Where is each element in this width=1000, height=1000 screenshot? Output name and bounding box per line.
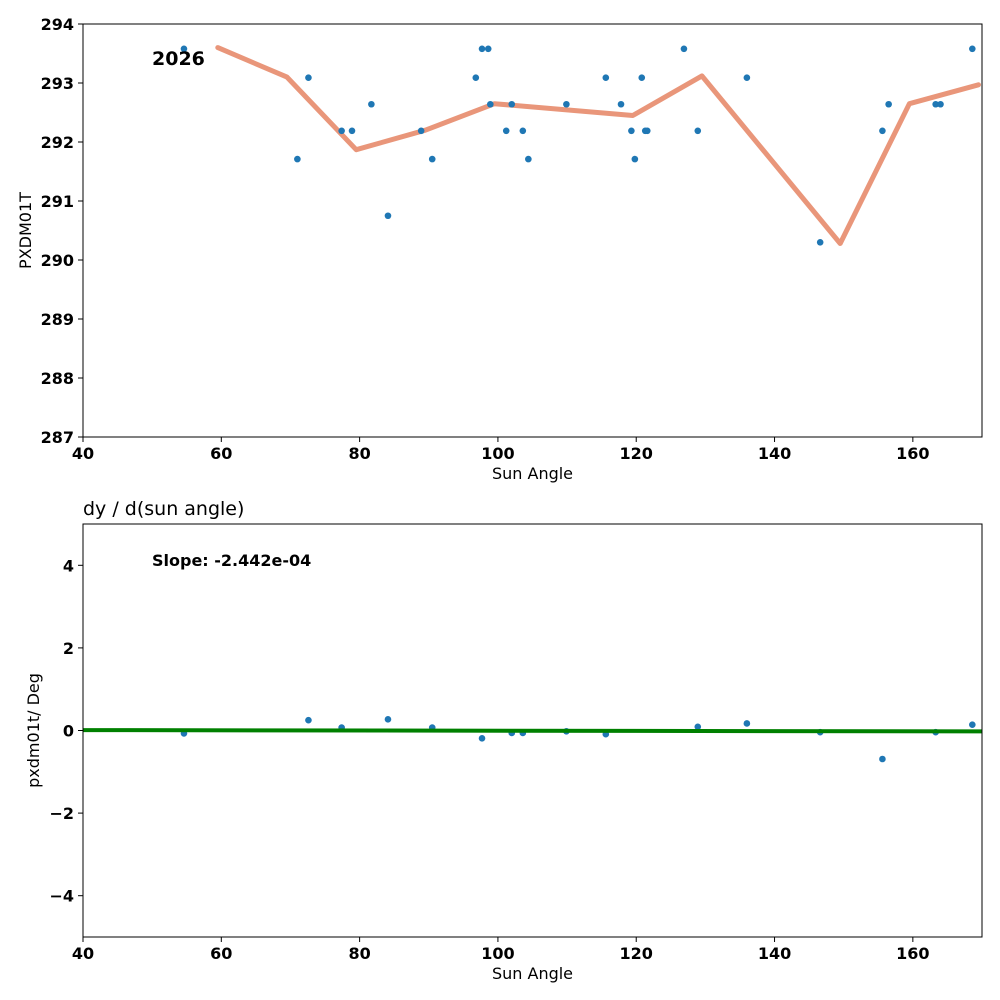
top-chart-plot-area bbox=[82, 23, 983, 438]
x-tick-label: 140 bbox=[758, 444, 791, 463]
data-point bbox=[180, 45, 188, 53]
data-point bbox=[484, 45, 492, 53]
bottom-chart-x-ticks: 40 60 80 100 120 140 160 bbox=[72, 937, 930, 963]
bottom-chart-title: dy / d(sun angle) bbox=[83, 498, 244, 520]
data-point bbox=[694, 723, 702, 731]
y-tick-label: 288 bbox=[41, 369, 74, 388]
x-tick-label: 40 bbox=[72, 444, 94, 463]
data-point bbox=[879, 127, 886, 135]
data-point bbox=[519, 127, 527, 135]
top-chart-x-ticks: 40 60 80 100 120 140 160 bbox=[72, 437, 930, 463]
data-point bbox=[487, 100, 494, 108]
data-point bbox=[743, 74, 751, 81]
y-tick-label: 2 bbox=[63, 639, 74, 658]
y-tick-label: −4 bbox=[49, 887, 74, 906]
data-point bbox=[969, 45, 976, 53]
x-tick-label: 80 bbox=[348, 944, 370, 963]
data-point bbox=[743, 720, 751, 727]
x-tick-label: 120 bbox=[620, 944, 653, 963]
data-point bbox=[932, 100, 939, 108]
y-tick-label: 291 bbox=[41, 192, 74, 211]
x-tick-label: 160 bbox=[896, 944, 929, 963]
bottom-chart-x-axis-label: Sun Angle bbox=[492, 964, 573, 983]
x-tick-label: 100 bbox=[481, 944, 514, 963]
x-tick-label: 100 bbox=[481, 444, 514, 463]
bottom-chart-y-ticks: −4 −2 0 2 4 bbox=[49, 556, 83, 906]
data-point bbox=[384, 212, 392, 220]
y-tick-label: 294 bbox=[41, 15, 74, 34]
fit-line bbox=[82, 728, 983, 734]
data-point bbox=[384, 716, 392, 723]
data-point bbox=[879, 755, 886, 763]
bottom-chart-y-axis-label: pxdm01t/ Deg bbox=[24, 673, 43, 788]
y-tick-label: 292 bbox=[41, 133, 74, 152]
data-point bbox=[969, 721, 976, 729]
data-point bbox=[478, 735, 486, 742]
y-tick-label: 287 bbox=[41, 428, 74, 447]
top-chart-trend-line bbox=[215, 45, 981, 246]
data-point bbox=[417, 127, 425, 135]
bottom-chart-fit-line bbox=[82, 728, 983, 734]
bottom-chart: dy / d(sun angle) 40 60 80 100 120 140 160 −4−… bbox=[24, 498, 983, 983]
x-tick-label: 80 bbox=[348, 444, 370, 463]
top-chart-y-axis-label: PXDM01T bbox=[16, 192, 35, 269]
data-point bbox=[680, 45, 688, 53]
data-point bbox=[694, 127, 702, 135]
data-point bbox=[428, 155, 436, 163]
data-point bbox=[937, 100, 944, 108]
top-chart: 40 60 80 100 120 140 160 287 288 289 290 291 292 293… bbox=[16, 15, 983, 483]
top-chart-x-axis-label: Sun Angle bbox=[492, 464, 573, 483]
y-tick-label: 0 bbox=[63, 722, 74, 741]
bottom-chart-points bbox=[180, 716, 976, 763]
data-point bbox=[294, 155, 301, 163]
x-tick-label: 40 bbox=[72, 944, 94, 963]
data-point bbox=[643, 127, 651, 135]
top-chart-y-ticks: 287 288 289 290 291 292 293 294 bbox=[41, 15, 83, 447]
y-tick-label: 293 bbox=[41, 74, 74, 93]
x-tick-label: 60 bbox=[210, 944, 232, 963]
data-point bbox=[478, 45, 486, 53]
bottom-chart-slope-annotation: Slope: -2.442e-04 bbox=[152, 551, 311, 570]
x-tick-label: 60 bbox=[210, 444, 232, 463]
data-point bbox=[563, 100, 570, 108]
x-tick-label: 140 bbox=[758, 944, 791, 963]
data-point bbox=[305, 74, 312, 81]
data-point bbox=[628, 127, 635, 135]
data-point bbox=[525, 155, 532, 163]
data-point bbox=[338, 127, 345, 135]
data-point bbox=[305, 716, 312, 724]
data-point bbox=[617, 100, 625, 108]
data-point bbox=[368, 100, 375, 108]
trend-line bbox=[215, 45, 981, 246]
y-tick-label: 4 bbox=[63, 556, 74, 575]
data-point bbox=[502, 127, 510, 135]
data-point bbox=[638, 74, 646, 81]
top-chart-year-annotation: 2026 bbox=[152, 48, 205, 70]
data-point bbox=[885, 100, 892, 108]
x-tick-label: 160 bbox=[896, 444, 929, 463]
y-tick-label: −2 bbox=[49, 804, 74, 823]
y-tick-label: 289 bbox=[41, 310, 74, 329]
data-point bbox=[602, 74, 610, 81]
data-point bbox=[631, 155, 639, 163]
y-tick-label: 290 bbox=[41, 251, 74, 270]
data-point bbox=[508, 100, 516, 108]
top-chart-points bbox=[180, 45, 976, 246]
data-point bbox=[348, 127, 356, 135]
data-point bbox=[816, 239, 824, 246]
x-tick-label: 120 bbox=[620, 444, 653, 463]
data-point bbox=[472, 74, 480, 81]
